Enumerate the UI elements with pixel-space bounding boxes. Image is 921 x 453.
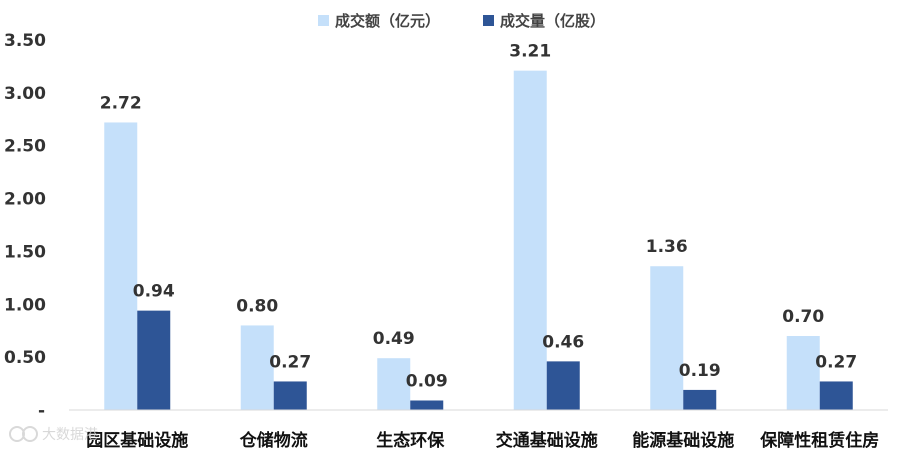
data-label-turnover: 0.80 [236,296,278,316]
x-category-label: 仓储物流 [239,430,308,451]
legend-label-turnover: 成交额（亿元） [335,12,440,30]
data-label-volume: 0.19 [679,361,721,381]
bar-turnover [513,70,547,411]
bar-volume [410,400,444,410]
legend-swatch-volume [483,15,494,26]
bar-turnover [104,122,138,410]
legend-label-volume: 成交量（亿股） [500,12,605,30]
data-label-turnover: 0.70 [782,307,824,327]
watermark: 大数据港 [9,426,98,443]
x-category-label: 交通基础设施 [496,430,598,451]
bar-turnover [240,325,274,410]
legend-swatch-turnover [318,15,329,26]
y-tick-label: 2.00 [4,190,46,210]
data-label-volume: 0.27 [269,352,311,372]
data-label-turnover: 2.72 [100,93,142,113]
y-tick-label: - [38,401,45,421]
bar-volume [683,389,717,410]
data-label-turnover: 1.36 [646,237,688,257]
data-label-turnover: 0.49 [373,329,415,349]
data-label-volume: 0.27 [815,352,857,372]
bar-volume [546,361,580,410]
bar-volume [819,381,853,410]
y-tick-label: 1.50 [4,242,46,262]
bar-turnover [786,336,820,410]
watermark-text: 大数据港 [42,427,98,443]
y-axis: - 0.50 1.00 1.50 2.00 2.50 3.00 3.50 [4,31,46,421]
bar-volume [273,381,307,410]
bar-turnover [650,266,684,410]
x-category-label: 能源基础设施 [632,430,734,451]
y-tick-label: 2.50 [4,137,46,157]
x-category-label: 园区基础设施 [86,430,188,451]
data-label-volume: 0.46 [542,332,584,352]
y-tick-label: 3.00 [4,84,46,104]
bar-turnover [377,358,411,410]
watermark-logo-icon [9,426,38,442]
x-category-label: 生态环保 [376,430,445,451]
data-label-turnover: 3.21 [509,42,551,62]
y-tick-label: 0.50 [4,348,46,368]
legend: 成交额（亿元） 成交量（亿股） [318,12,605,30]
bar-series [104,70,853,411]
data-label-volume: 0.94 [133,282,175,302]
data-label-volume: 0.09 [406,371,448,391]
y-tick-label: 1.00 [4,295,46,315]
bar-volume [137,310,171,410]
y-tick-label: 3.50 [4,31,46,51]
x-category-label: 保障性租赁住房 [759,430,879,451]
data-labels: 2.72 0.94 0.80 0.27 0.49 0.09 3.21 0.46 1.36 0.19… [100,42,857,392]
x-axis: 园区基础设施 仓储物流 生态环保 交通基础设施 能源基础设施 保障性租赁住房 [86,430,879,451]
